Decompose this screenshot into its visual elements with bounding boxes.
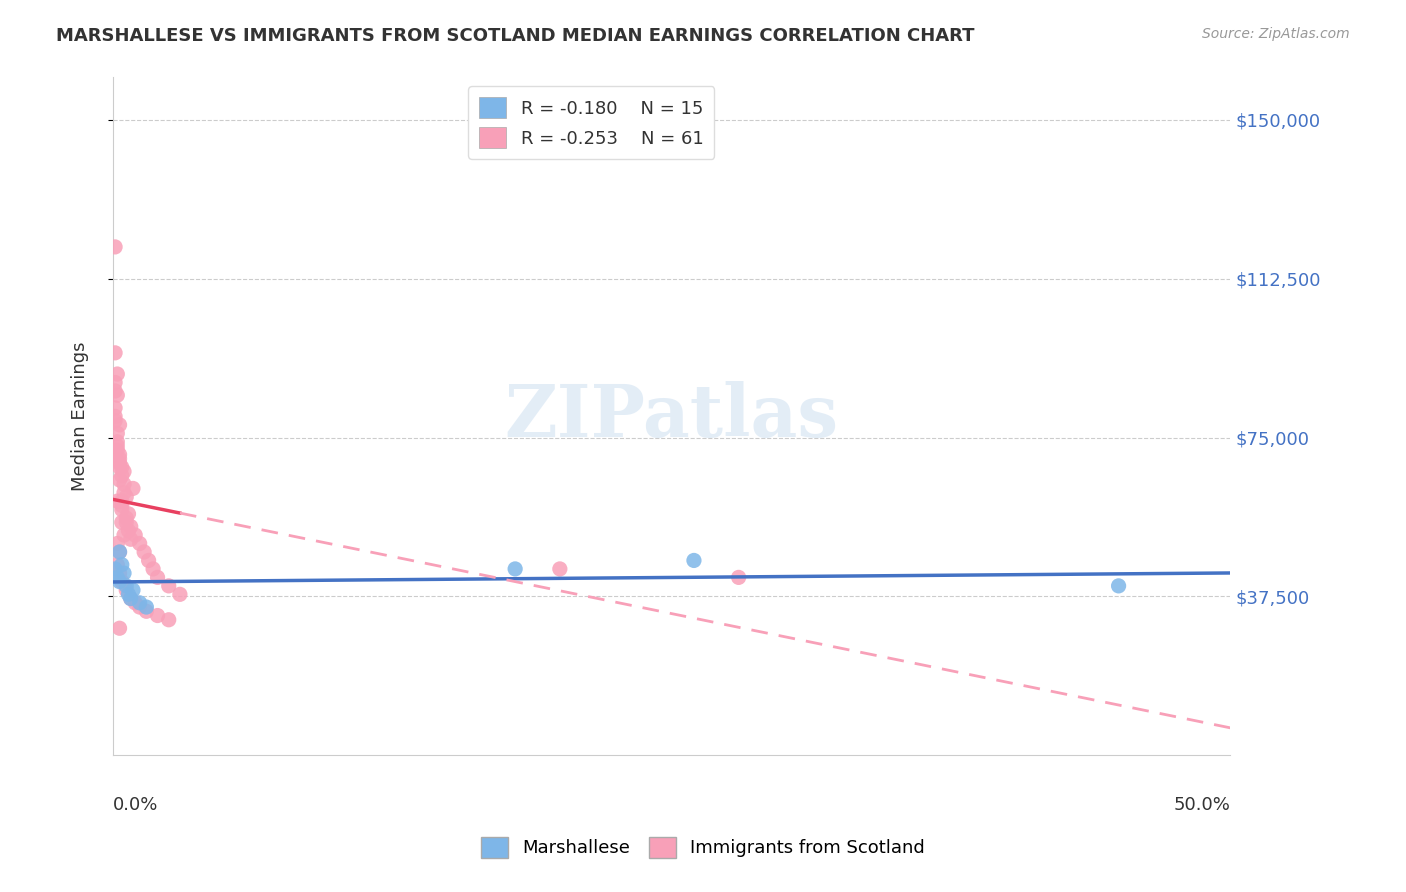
Point xyxy=(120,591,142,606)
Point xyxy=(108,566,131,581)
Point xyxy=(146,570,169,584)
Text: ZIPatlas: ZIPatlas xyxy=(505,381,838,452)
Point xyxy=(108,451,131,466)
Point xyxy=(104,409,127,424)
Point xyxy=(111,502,134,516)
Point xyxy=(115,511,138,525)
Y-axis label: Median Earnings: Median Earnings xyxy=(72,342,89,491)
Point xyxy=(115,516,138,530)
Point xyxy=(105,388,128,402)
Point xyxy=(112,566,135,581)
Point xyxy=(112,477,135,491)
Point xyxy=(105,536,128,550)
Text: Source: ZipAtlas.com: Source: ZipAtlas.com xyxy=(1202,27,1350,41)
Point xyxy=(105,367,128,381)
Point xyxy=(108,473,131,487)
Point xyxy=(108,456,131,470)
Point xyxy=(146,608,169,623)
Point xyxy=(105,558,128,572)
Text: 0.0%: 0.0% xyxy=(112,796,159,814)
Point xyxy=(111,468,134,483)
Point xyxy=(134,545,156,559)
Point xyxy=(104,562,127,576)
Point xyxy=(111,574,134,589)
Point xyxy=(115,579,138,593)
Point xyxy=(105,439,128,453)
Point xyxy=(108,448,131,462)
Point xyxy=(104,414,127,428)
Point xyxy=(108,460,131,475)
Point xyxy=(104,346,127,360)
Point xyxy=(117,587,139,601)
Point xyxy=(120,591,142,606)
Point xyxy=(104,376,127,390)
Point xyxy=(108,621,131,635)
Point xyxy=(105,443,128,458)
Legend: Marshallese, Immigrants from Scotland: Marshallese, Immigrants from Scotland xyxy=(474,830,932,865)
Point xyxy=(128,600,150,615)
Point xyxy=(112,485,135,500)
Point xyxy=(128,596,150,610)
Point xyxy=(111,499,134,513)
Point xyxy=(108,545,131,559)
Point xyxy=(135,600,157,615)
Point xyxy=(128,536,150,550)
Point xyxy=(112,528,135,542)
Point xyxy=(124,596,146,610)
Point xyxy=(169,587,191,601)
Point xyxy=(105,494,128,508)
Text: 50.0%: 50.0% xyxy=(1174,796,1230,814)
Point xyxy=(117,524,139,538)
Point xyxy=(115,490,138,504)
Point xyxy=(157,579,180,593)
Point xyxy=(111,516,134,530)
Point xyxy=(727,570,749,584)
Text: MARSHALLESE VS IMMIGRANTS FROM SCOTLAND MEDIAN EARNINGS CORRELATION CHART: MARSHALLESE VS IMMIGRANTS FROM SCOTLAND … xyxy=(56,27,974,45)
Point xyxy=(115,583,138,598)
Point xyxy=(105,570,128,584)
Point xyxy=(104,401,127,415)
Point xyxy=(108,574,131,589)
Point xyxy=(104,384,127,398)
Point xyxy=(683,553,706,567)
Point xyxy=(135,604,157,618)
Point xyxy=(105,426,128,441)
Point xyxy=(503,562,526,576)
Point xyxy=(108,417,131,432)
Point xyxy=(138,553,160,567)
Point xyxy=(120,519,142,533)
Point xyxy=(122,583,145,598)
Point xyxy=(117,507,139,521)
Point xyxy=(548,562,571,576)
Legend: R = -0.180    N = 15, R = -0.253    N = 61: R = -0.180 N = 15, R = -0.253 N = 61 xyxy=(468,87,714,159)
Point xyxy=(112,465,135,479)
Point xyxy=(122,482,145,496)
Point xyxy=(108,545,131,559)
Point xyxy=(111,558,134,572)
Point xyxy=(1108,579,1130,593)
Point xyxy=(120,533,142,547)
Point xyxy=(104,240,127,254)
Point xyxy=(111,460,134,475)
Point xyxy=(142,562,165,576)
Point xyxy=(124,528,146,542)
Point xyxy=(157,613,180,627)
Point xyxy=(105,434,128,449)
Point xyxy=(111,494,134,508)
